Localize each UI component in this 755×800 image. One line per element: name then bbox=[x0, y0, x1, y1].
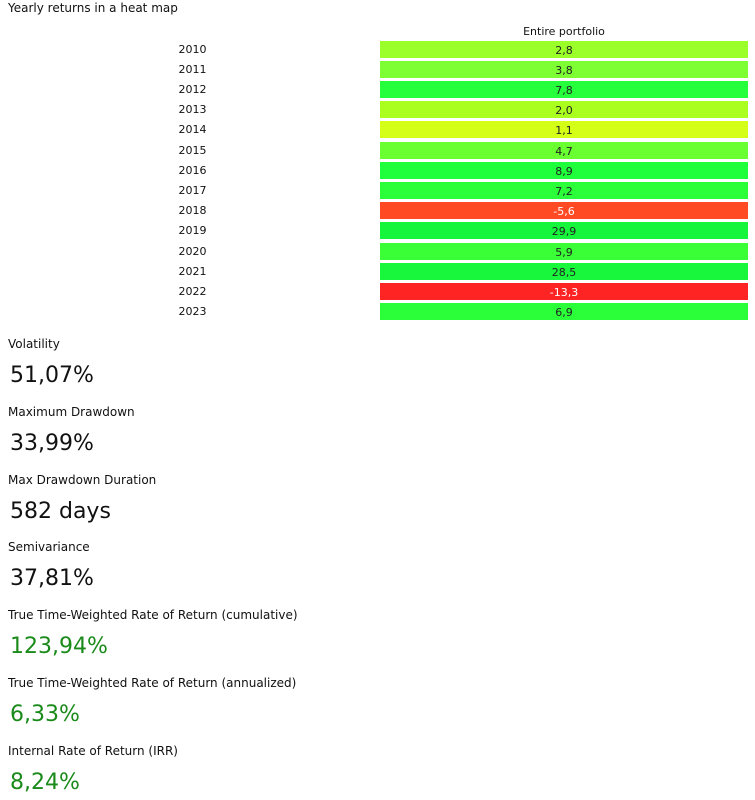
heatmap-cell: 2,8 bbox=[379, 39, 749, 59]
metric-label: True Time-Weighted Rate of Return (annua… bbox=[8, 676, 297, 690]
metric-value: 8,24% bbox=[10, 769, 80, 795]
heatmap-cell: -13,3 bbox=[379, 281, 749, 301]
metric-value: 33,99% bbox=[10, 430, 94, 456]
metric-label: Maximum Drawdown bbox=[8, 404, 135, 419]
heatmap-cell: 3,8 bbox=[379, 59, 749, 79]
heatmap-year-label: 2020 bbox=[178, 244, 207, 258]
metric-label: Internal Rate of Return (IRR) bbox=[8, 743, 178, 758]
metric-label: Max Drawdown Duration bbox=[8, 472, 157, 487]
heatmap-year-label: 2018 bbox=[178, 204, 207, 218]
heatmap-year-label: 2022 bbox=[178, 284, 207, 298]
heatmap-year-label: 2017 bbox=[178, 183, 207, 197]
metric-value: 123,94% bbox=[10, 634, 108, 660]
heatmap-year-label: 2019 bbox=[178, 224, 207, 238]
metric-label: Semivariance bbox=[8, 540, 90, 555]
heatmap-cell: 7,8 bbox=[379, 79, 749, 99]
heatmap-year-label: 2021 bbox=[178, 264, 207, 278]
heatmap-title: Yearly returns in a heat map bbox=[8, 1, 178, 15]
metric-value: 37,81% bbox=[10, 566, 94, 592]
heatmap-cell: 1,1 bbox=[379, 120, 749, 140]
heatmap-cell: 4,7 bbox=[379, 140, 749, 160]
heatmap-year-label: 2011 bbox=[178, 62, 207, 76]
heatmap-year-label: 2023 bbox=[178, 305, 207, 319]
metric-label: True Time-Weighted Rate of Return (cumul… bbox=[8, 608, 298, 623]
heatmap-cell: -5,6 bbox=[379, 201, 749, 221]
heatmap-cell: 29,9 bbox=[379, 221, 749, 241]
heatmap-year-label: 2014 bbox=[178, 123, 207, 137]
metric-value: 51,07% bbox=[10, 363, 94, 388]
heatmap-year-label: 2010 bbox=[178, 42, 207, 56]
heatmap-cell: 5,9 bbox=[379, 241, 749, 261]
heatmap-cell: 7,2 bbox=[379, 180, 749, 200]
heatmap-year-label: 2015 bbox=[178, 143, 207, 157]
heatmap-year-label: 2016 bbox=[178, 163, 207, 177]
heatmap-year-label: 2013 bbox=[178, 103, 207, 117]
heatmap-cell: 28,5 bbox=[379, 261, 749, 281]
metric-value: 6,33% bbox=[10, 702, 80, 727]
heatmap-table: Entire portfolio 2010 2,8 2011 3,8 2012 7,8 20… bbox=[0, 0, 755, 330]
metric-label: Volatility bbox=[8, 337, 60, 351]
heatmap-year-label: 2012 bbox=[178, 82, 207, 96]
heatmap-cell: 8,9 bbox=[379, 160, 749, 180]
heatmap-column-header: Entire portfolio bbox=[523, 25, 605, 38]
metric-value: 582 days bbox=[10, 498, 111, 524]
heatmap-cell: 6,9 bbox=[379, 302, 749, 322]
heatmap-cell: 2,0 bbox=[379, 100, 749, 120]
